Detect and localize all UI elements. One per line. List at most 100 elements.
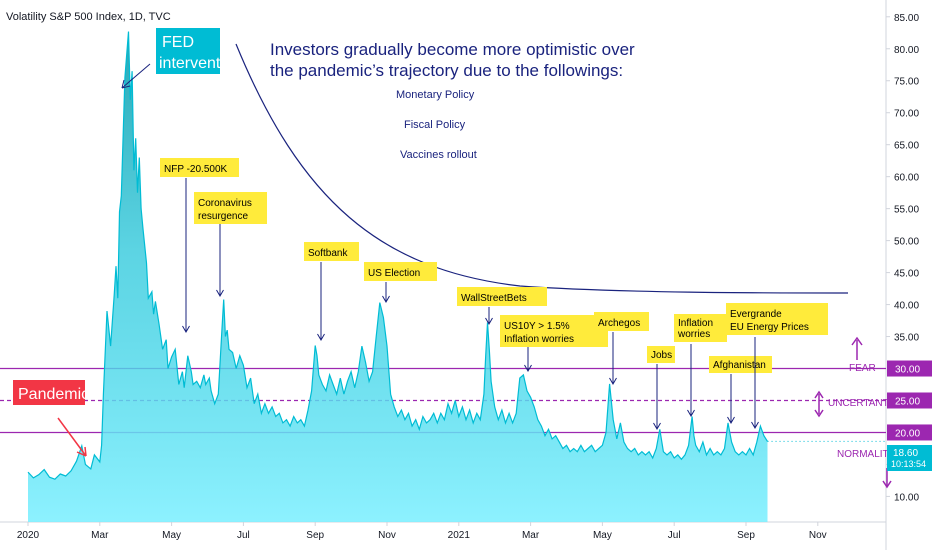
vix-area-series <box>27 31 886 522</box>
event-us10y: US10Y > 1.5% Inflation worries <box>500 315 608 372</box>
event-label-us10y-1: Inflation worries <box>504 334 574 345</box>
event-wallstreetbets: WallStreetBets <box>457 287 547 325</box>
event-label-jobs-0: Jobs <box>651 350 672 361</box>
event-label-us-election-0: US Election <box>368 268 420 279</box>
y-tick-label: 50.00 <box>894 237 919 248</box>
fed-label-line1: FED <box>162 34 194 51</box>
y-tick-label: 85.00 <box>894 13 919 24</box>
event-afghanistan: Afghanistan <box>709 356 772 424</box>
x-tick-label: Sep <box>737 530 755 541</box>
price-axis: 10.0015.0035.0040.0045.0050.0055.0060.00… <box>886 13 919 503</box>
vix-line <box>27 31 769 480</box>
fed-arrow-head <box>121 79 131 89</box>
reason-monetary-policy: Monetary Policy <box>396 89 475 101</box>
event-box-afghanistan <box>709 356 772 373</box>
zone-label-fear: FEAR <box>849 363 876 374</box>
y-tick-label: 35.00 <box>894 333 919 344</box>
x-tick-label: Jul <box>237 530 250 541</box>
y-tick-label: 75.00 <box>894 77 919 88</box>
event-label-coronavirus-0: Coronavirus <box>198 198 252 209</box>
pandemic-arrow <box>57 417 87 457</box>
pandemic-callout: Pandemic <box>13 380 89 457</box>
zone-label-uncertanty: UNCERTANTY <box>828 398 896 409</box>
x-tick-label: 2021 <box>448 530 471 541</box>
headline-line-2: the pandemic’s trajectory due to the fol… <box>270 61 623 80</box>
event-box-nfp <box>160 158 239 177</box>
event-box-jobs <box>647 346 675 363</box>
pandemic-label-box <box>13 380 85 405</box>
bar-countdown: 10:13:54 <box>891 459 926 469</box>
x-tick-label: Jul <box>668 530 681 541</box>
event-arrow-head-wallstreetbets <box>485 317 493 325</box>
optimism-curve <box>235 43 849 294</box>
headline-line-1: Investors gradually become more optimist… <box>270 40 635 59</box>
event-box-us10y <box>500 315 608 347</box>
fed-label-box <box>156 28 220 74</box>
event-nfp: NFP -20.500K <box>160 158 239 333</box>
reason-fiscal-policy: Fiscal Policy <box>404 119 466 131</box>
last-price-box <box>887 445 932 471</box>
pandemic-label: Pandemic <box>18 386 89 403</box>
y-tick-label: 80.00 <box>894 45 919 56</box>
chart-title: Volatility S&P 500 Index, 1D, TVC <box>6 11 171 23</box>
event-label-inflation-0: Inflation <box>678 318 713 329</box>
level-tag-normality <box>887 424 932 441</box>
event-arrow-head-softbank <box>317 333 325 341</box>
x-tick-label: Sep <box>306 530 324 541</box>
event-us-election: US Election <box>364 262 437 303</box>
event-label-nfp-0: NFP -20.500K <box>164 164 228 175</box>
event-arrow-head-jobs <box>653 422 661 430</box>
event-arrow-head-afghanistan <box>727 416 735 424</box>
event-label-evergrande-1: EU Energy Prices <box>730 322 809 333</box>
event-arrow-head-nfp <box>182 325 190 333</box>
event-arrow-head-archegos <box>609 377 617 385</box>
event-coronavirus: Coronavirus resurgence <box>194 192 267 297</box>
event-label-softbank-0: Softbank <box>308 248 348 259</box>
event-box-archegos <box>594 312 649 331</box>
event-box-softbank <box>304 242 359 261</box>
event-label-inflation-1: worries <box>677 329 710 340</box>
event-box-us-election <box>364 262 437 281</box>
zone-label-normality: NORMALITY <box>837 449 896 460</box>
event-box-wallstreetbets <box>457 287 547 306</box>
y-tick-label: 40.00 <box>894 301 919 312</box>
fed-intervention-callout: FED intervention <box>121 28 242 89</box>
x-tick-label: Mar <box>91 530 109 541</box>
level-value-uncertanty: 25.00 <box>895 396 920 407</box>
event-jobs: Jobs <box>647 346 675 430</box>
y-tick-label: 60.00 <box>894 173 919 184</box>
event-evergrande: Evergrande EU Energy Prices <box>726 303 828 429</box>
event-arrow-head-us-election <box>382 295 390 303</box>
y-tick-label: 65.00 <box>894 141 919 152</box>
event-label-evergrande-0: Evergrande <box>730 309 782 320</box>
fed-arrow <box>121 63 151 89</box>
level-value-normality: 20.00 <box>895 428 920 439</box>
last-price-value: 18.60 <box>893 448 918 459</box>
x-tick-label: May <box>593 530 612 541</box>
x-tick-label: Mar <box>522 530 540 541</box>
time-axis: 2020 Mar May Jul Sep Nov 2021 Mar May Jul Sep Nov <box>17 522 827 541</box>
y-tick-label: 70.00 <box>894 109 919 120</box>
event-box-coronavirus <box>194 192 267 224</box>
y-tick-label: 45.00 <box>894 269 919 280</box>
level-tag-fear <box>887 360 932 377</box>
event-box-evergrande <box>726 303 828 335</box>
x-tick-label: May <box>162 530 181 541</box>
event-label-us10y-0: US10Y > 1.5% <box>504 321 570 332</box>
level-tag-uncertanty <box>887 392 932 409</box>
pandemic-arrow-head <box>76 446 87 457</box>
reason-vaccines-rollout: Vaccines rollout <box>400 149 477 161</box>
event-label-wallstreetbets-0: WallStreetBets <box>461 293 527 304</box>
event-softbank: Softbank <box>304 242 359 341</box>
level-value-fear: 30.00 <box>895 365 920 376</box>
y-tick-label: 10.00 <box>894 492 919 503</box>
event-arrow-head-coronavirus <box>216 289 224 297</box>
x-tick-label: 2020 <box>17 530 40 541</box>
event-arrow-head-evergrande <box>751 421 759 429</box>
event-label-archegos-0: Archegos <box>598 318 640 329</box>
x-tick-label: Nov <box>378 530 396 541</box>
fear-arrow-head <box>851 336 863 346</box>
